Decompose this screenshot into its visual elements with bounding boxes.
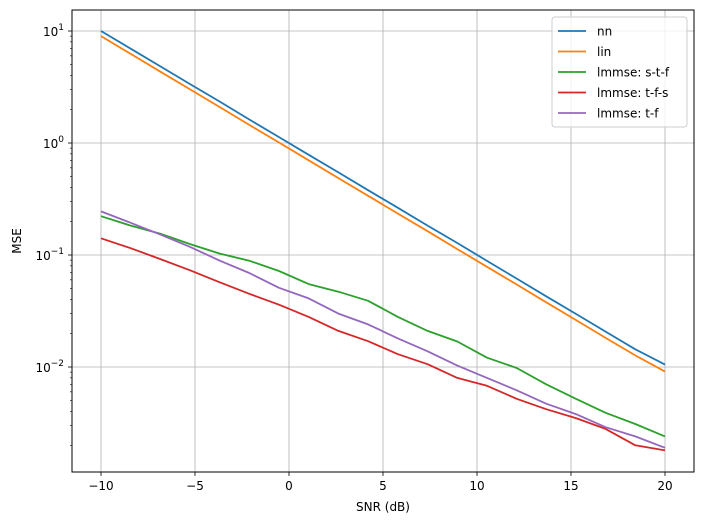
legend-label: lmmse: t-f [597, 107, 659, 121]
series-line-nn [100, 30, 666, 366]
series-line-lmmse-t-f [100, 210, 666, 449]
y-tick-label: 10−2 [35, 359, 64, 375]
x-tick-label: 15 [563, 479, 578, 493]
y-tick-label: 100 [43, 135, 64, 151]
series-line-lin [100, 35, 666, 373]
x-tick-label: 0 [285, 479, 293, 493]
x-tick-label: 10 [469, 479, 484, 493]
x-axis-label: SNR (dB) [356, 500, 410, 514]
grid-lines [72, 10, 694, 472]
legend-label: lmmse: s-t-f [597, 66, 670, 80]
x-axis-ticks: −10 −5 0 5 10 15 20 [88, 472, 673, 493]
legend: nn lin lmmse: s-t-f lmmse: t-f-s lmmse: t-f [551, 16, 688, 128]
y-tick-label: 101 [43, 23, 64, 39]
x-tick-label: −5 [186, 479, 204, 493]
legend-label: lin [597, 45, 611, 59]
series-line-lmmse-t-f-s [100, 237, 666, 452]
legend-label: lmmse: t-f-s [597, 86, 668, 100]
x-tick-label: 20 [657, 479, 672, 493]
legend-label: nn [597, 25, 612, 39]
x-tick-label: −10 [88, 479, 113, 493]
legend-box [551, 16, 688, 128]
series-line-lmmse-s-t-f [100, 215, 666, 438]
plot-lines [100, 30, 666, 452]
y-axis-ticks: 101 100 10−1 10−2 [35, 23, 72, 446]
y-axis-label: MSE [10, 228, 24, 254]
x-tick-label: 5 [379, 479, 387, 493]
y-tick-label: 10−1 [35, 247, 64, 263]
